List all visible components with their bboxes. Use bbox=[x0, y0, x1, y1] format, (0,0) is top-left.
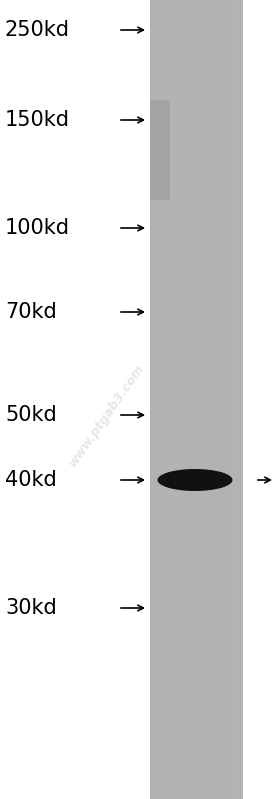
Text: 40kd: 40kd bbox=[5, 470, 57, 490]
Text: 50kd: 50kd bbox=[5, 405, 57, 425]
Ellipse shape bbox=[157, 469, 232, 491]
Bar bbox=[226, 0, 227, 799]
Bar bbox=[203, 0, 204, 799]
Bar bbox=[159, 0, 161, 799]
Bar bbox=[169, 0, 170, 799]
Bar bbox=[184, 0, 186, 799]
Bar bbox=[197, 0, 198, 799]
Bar bbox=[204, 0, 206, 799]
Bar bbox=[218, 0, 220, 799]
Bar bbox=[162, 0, 164, 799]
Bar bbox=[170, 0, 172, 799]
Bar bbox=[190, 0, 192, 799]
Bar bbox=[229, 0, 231, 799]
Bar bbox=[212, 0, 214, 799]
Bar bbox=[231, 0, 232, 799]
Bar bbox=[156, 0, 158, 799]
Bar bbox=[217, 0, 218, 799]
Bar bbox=[150, 0, 151, 799]
Bar bbox=[189, 0, 190, 799]
Bar bbox=[155, 0, 156, 799]
Bar bbox=[200, 0, 201, 799]
Bar bbox=[193, 0, 195, 799]
Bar bbox=[181, 0, 183, 799]
Bar bbox=[150, 100, 170, 200]
Bar bbox=[172, 0, 173, 799]
Bar bbox=[220, 0, 221, 799]
Text: 250kd: 250kd bbox=[5, 20, 70, 40]
Bar bbox=[198, 0, 200, 799]
Bar bbox=[223, 0, 224, 799]
Bar bbox=[176, 0, 178, 799]
Bar bbox=[153, 0, 155, 799]
Bar bbox=[179, 0, 181, 799]
Text: www.ptgab3.com: www.ptgab3.com bbox=[66, 362, 147, 469]
Bar bbox=[227, 0, 229, 799]
Text: 30kd: 30kd bbox=[5, 598, 57, 618]
Bar bbox=[206, 0, 207, 799]
Bar bbox=[214, 0, 215, 799]
Bar bbox=[235, 0, 237, 799]
Bar bbox=[187, 0, 189, 799]
Bar bbox=[234, 0, 235, 799]
Bar bbox=[209, 0, 211, 799]
Bar bbox=[164, 0, 165, 799]
Bar bbox=[215, 0, 217, 799]
Bar bbox=[221, 0, 223, 799]
Bar bbox=[167, 0, 169, 799]
Text: 100kd: 100kd bbox=[5, 218, 70, 238]
Bar bbox=[224, 0, 226, 799]
Bar bbox=[241, 0, 243, 799]
Bar bbox=[183, 0, 184, 799]
Bar bbox=[165, 0, 167, 799]
Bar bbox=[195, 0, 197, 799]
Bar bbox=[173, 0, 175, 799]
Text: 150kd: 150kd bbox=[5, 110, 70, 130]
Bar bbox=[150, 0, 243, 799]
Bar bbox=[207, 0, 209, 799]
Bar bbox=[238, 0, 240, 799]
Bar bbox=[161, 0, 162, 799]
Bar bbox=[186, 0, 187, 799]
Bar bbox=[175, 0, 176, 799]
Bar bbox=[151, 0, 153, 799]
Bar bbox=[237, 0, 238, 799]
Text: 70kd: 70kd bbox=[5, 302, 57, 322]
Bar bbox=[232, 0, 234, 799]
Bar bbox=[240, 0, 241, 799]
Bar bbox=[192, 0, 193, 799]
Bar bbox=[158, 0, 159, 799]
Bar bbox=[178, 0, 179, 799]
Bar bbox=[211, 0, 212, 799]
Bar bbox=[201, 0, 203, 799]
